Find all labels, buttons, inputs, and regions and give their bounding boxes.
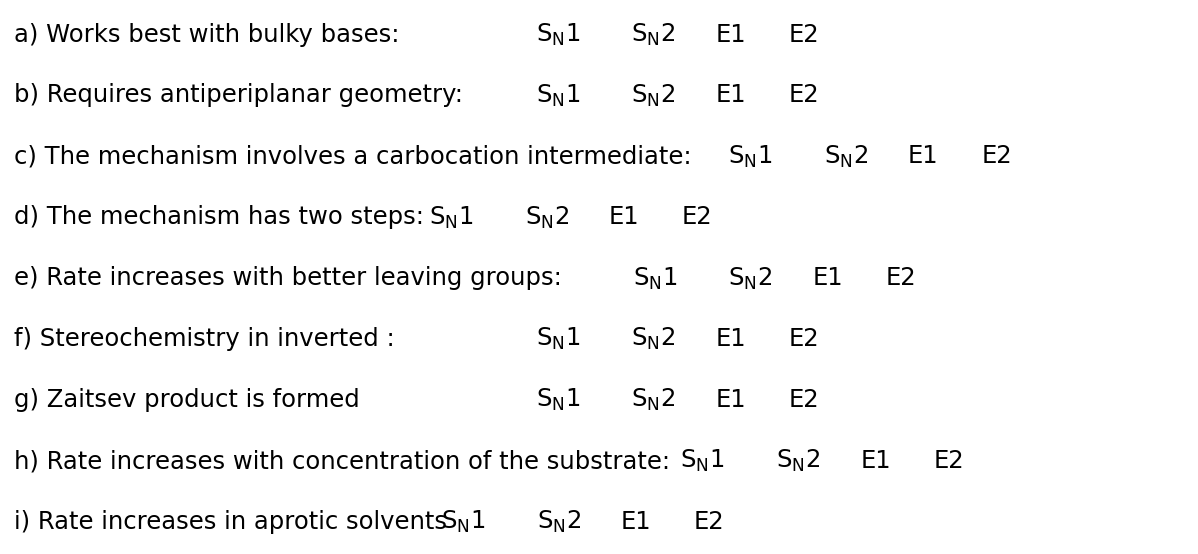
Text: E2: E2 bbox=[682, 206, 713, 229]
Text: E2: E2 bbox=[981, 145, 1012, 168]
Text: $\mathregular{S_N}$1: $\mathregular{S_N}$1 bbox=[728, 143, 773, 170]
Text: E1: E1 bbox=[715, 388, 746, 412]
Text: $\mathregular{S_N}$2: $\mathregular{S_N}$2 bbox=[525, 204, 569, 230]
Text: E2: E2 bbox=[788, 23, 819, 47]
Text: E1: E1 bbox=[715, 84, 746, 107]
Text: $\mathregular{S_N}$2: $\mathregular{S_N}$2 bbox=[631, 326, 676, 352]
Text: c) The mechanism involves a carbocation intermediate:: c) The mechanism involves a carbocation … bbox=[14, 145, 692, 168]
Text: $\mathregular{S_N}$2: $\mathregular{S_N}$2 bbox=[631, 83, 676, 109]
Text: E1: E1 bbox=[860, 449, 891, 473]
Text: E1: E1 bbox=[908, 145, 939, 168]
Text: a) Works best with bulky bases:: a) Works best with bulky bases: bbox=[14, 23, 400, 47]
Text: E2: E2 bbox=[788, 388, 819, 412]
Text: $\mathregular{S_N}$2: $\mathregular{S_N}$2 bbox=[537, 509, 581, 535]
Text: f) Stereochemistry in inverted :: f) Stereochemistry in inverted : bbox=[14, 327, 395, 351]
Text: $\mathregular{S_N}$1: $\mathregular{S_N}$1 bbox=[680, 448, 725, 474]
Text: $\mathregular{S_N}$1: $\mathregular{S_N}$1 bbox=[633, 265, 677, 291]
Text: $\mathregular{S_N}$2: $\mathregular{S_N}$2 bbox=[728, 265, 773, 291]
Text: E2: E2 bbox=[885, 266, 916, 290]
Text: $\mathregular{S_N}$2: $\mathregular{S_N}$2 bbox=[824, 143, 869, 170]
Text: E1: E1 bbox=[715, 23, 746, 47]
Text: $\mathregular{S_N}$2: $\mathregular{S_N}$2 bbox=[631, 387, 676, 413]
Text: E1: E1 bbox=[609, 206, 640, 229]
Text: $\mathregular{S_N}$2: $\mathregular{S_N}$2 bbox=[776, 448, 821, 474]
Text: $\mathregular{S_N}$1: $\mathregular{S_N}$1 bbox=[536, 326, 580, 352]
Text: b) Requires antiperiplanar geometry:: b) Requires antiperiplanar geometry: bbox=[14, 84, 464, 107]
Text: g) Zaitsev product is formed: g) Zaitsev product is formed bbox=[14, 388, 361, 412]
Text: E1: E1 bbox=[621, 510, 652, 534]
Text: E2: E2 bbox=[694, 510, 725, 534]
Text: h) Rate increases with concentration of the substrate:: h) Rate increases with concentration of … bbox=[14, 449, 671, 473]
Text: E2: E2 bbox=[788, 327, 819, 351]
Text: $\mathregular{S_N}$1: $\mathregular{S_N}$1 bbox=[536, 22, 580, 48]
Text: E2: E2 bbox=[933, 449, 964, 473]
Text: $\mathregular{S_N}$1: $\mathregular{S_N}$1 bbox=[536, 83, 580, 109]
Text: $\mathregular{S_N}$2: $\mathregular{S_N}$2 bbox=[631, 22, 676, 48]
Text: E2: E2 bbox=[788, 84, 819, 107]
Text: $\mathregular{S_N}$1: $\mathregular{S_N}$1 bbox=[429, 204, 473, 230]
Text: i) Rate increases in aprotic solvents: i) Rate increases in aprotic solvents bbox=[14, 510, 447, 534]
Text: d) The mechanism has two steps:: d) The mechanism has two steps: bbox=[14, 206, 424, 229]
Text: e) Rate increases with better leaving groups:: e) Rate increases with better leaving gr… bbox=[14, 266, 562, 290]
Text: E1: E1 bbox=[715, 327, 746, 351]
Text: E1: E1 bbox=[812, 266, 843, 290]
Text: $\mathregular{S_N}$1: $\mathregular{S_N}$1 bbox=[441, 509, 485, 535]
Text: $\mathregular{S_N}$1: $\mathregular{S_N}$1 bbox=[536, 387, 580, 413]
